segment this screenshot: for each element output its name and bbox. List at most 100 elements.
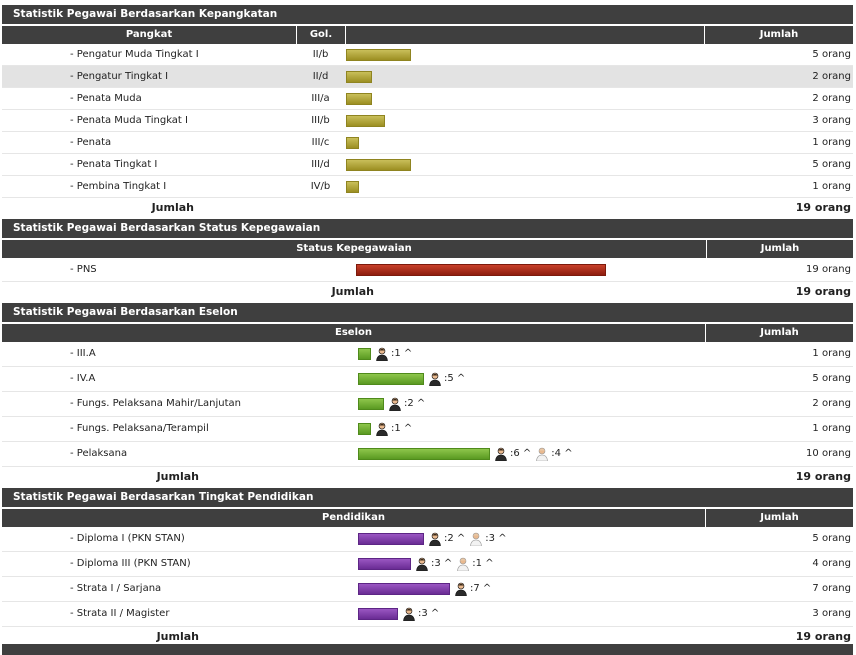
male-count: :1 ^ [391, 423, 413, 434]
row-label: - IV.A [70, 373, 96, 384]
male-count: :3 ^ [418, 608, 440, 619]
male-count: :2 ^ [404, 398, 426, 409]
table-row: - Fungs. Pelaksana Mahir/Lanjutan :2 ^ 2 o… [2, 392, 853, 417]
section-title-kepangkatan: Statistik Pegawai Berdasarkan Kepangkata… [2, 5, 853, 24]
table-row: - Strata I / Sarjana :7 ^ 7 orang [2, 577, 853, 602]
male-person-icon [402, 607, 416, 622]
male-person-icon [494, 447, 508, 462]
section-title-eselon: Statistik Pegawai Berdasarkan Eselon [2, 303, 853, 322]
total-row-status: Jumlah 19 orang [2, 282, 853, 302]
row-jumlah: 4 orang [812, 558, 851, 569]
table-row: - III.A:1 ^ 1 orang [2, 342, 853, 367]
col-header-jumlah: Jumlah [706, 240, 853, 258]
count-bar [356, 263, 606, 276]
bar-cell: :1 ^ [358, 417, 706, 441]
row-jumlah: 1 orang [812, 180, 851, 192]
female-person-icon [456, 557, 470, 572]
row-label: - Penata Tingkat I [70, 158, 158, 170]
section-title-pendidikan: Statistik Pegawai Berdasarkan Tingkat Pe… [2, 488, 853, 507]
row-label: - Penata Muda Tingkat I [70, 114, 188, 126]
total-label: Jumlah [156, 630, 199, 643]
count-bar [358, 448, 490, 460]
row-jumlah: 1 orang [812, 136, 851, 148]
count-bar [358, 398, 384, 410]
male-count: :7 ^ [470, 583, 492, 594]
table-header-kepangkatan: Pangkat Gol. Jumlah [2, 26, 853, 44]
total-row-eselon: Jumlah 19 orang [2, 467, 853, 487]
col-header-jumlah: Jumlah [704, 26, 853, 44]
table-row: - Pelaksana:6 ^:4 ^ 10 orang [2, 442, 853, 467]
table-header-eselon: Eselon Jumlah [2, 324, 853, 342]
row-gol: III/a [311, 92, 330, 104]
row-label: - Fungs. Pelaksana/Terampil [70, 423, 209, 434]
row-jumlah: 1 orang [812, 348, 851, 359]
bar-cell: :3 ^ [358, 602, 706, 626]
col-header-pangkat: Pangkat [125, 29, 173, 40]
row-jumlah: 7 orang [812, 583, 851, 594]
bar-cell: :5 ^ [358, 367, 706, 391]
male-count: :5 ^ [444, 373, 466, 384]
table-header-status: Status Kepegawaian Jumlah [2, 240, 853, 258]
total-value: 19 orang [795, 470, 851, 483]
bar-cell [345, 176, 704, 197]
row-label: - Pembina Tingkat I [70, 180, 167, 192]
table-row: - Pengatur Tingkat I II/d 2 orang [2, 66, 853, 88]
total-value: 19 orang [795, 201, 851, 214]
bar-cell: :3 ^:1 ^ [358, 552, 706, 576]
row-label: - Diploma III (PKN STAN) [70, 558, 191, 569]
count-bar [358, 348, 371, 360]
total-label: Jumlah [151, 201, 194, 214]
row-label: - PNS [70, 263, 97, 275]
row-jumlah: 2 orang [812, 398, 851, 409]
count-bar [358, 423, 371, 435]
count-bar [358, 608, 398, 620]
bar-cell [345, 110, 704, 131]
male-person-icon [428, 372, 442, 387]
total-row-kepangkatan: Jumlah 19 orang [2, 198, 853, 218]
col-header-jumlah: Jumlah [705, 509, 853, 527]
col-header-status: Status Kepegawaian [296, 243, 412, 254]
count-bar [358, 533, 424, 545]
male-count: :1 ^ [391, 348, 413, 359]
row-jumlah: 3 orang [812, 114, 851, 126]
count-bar [346, 70, 372, 83]
bar-cell: :1 ^ [358, 342, 706, 366]
table-header-pendidikan: Pendidikan Jumlah [2, 509, 853, 527]
total-row-pendidikan: Jumlah 19 orang [2, 627, 853, 647]
table-row: - Diploma I (PKN STAN):2 ^:3 ^ 5 orang [2, 527, 853, 552]
table-row: - Strata II / Magister:3 ^ 3 orang [2, 602, 853, 627]
table-row: - Penata III/c 1 orang [2, 132, 853, 154]
row-jumlah: 5 orang [812, 373, 851, 384]
row-jumlah: 19 orang [806, 263, 851, 275]
total-label: Jumlah [331, 285, 374, 298]
count-bar [358, 583, 450, 595]
bar-cell: :6 ^:4 ^ [358, 442, 706, 466]
row-label: - Strata II / Magister [70, 608, 170, 619]
col-header-jumlah: Jumlah [705, 324, 853, 342]
table-row: - Pembina Tingkat I IV/b 1 orang [2, 176, 853, 198]
total-label: Jumlah [156, 470, 199, 483]
male-person-icon [415, 557, 429, 572]
bar-cell: :2 ^:3 ^ [358, 527, 706, 551]
row-gol: II/b [312, 48, 329, 60]
row-gol: IV/b [310, 180, 331, 192]
row-jumlah: 5 orang [812, 533, 851, 544]
row-label: - Pelaksana [70, 448, 128, 459]
table-row: - PNS 19 orang [2, 258, 853, 282]
row-jumlah: 1 orang [812, 423, 851, 434]
count-bar [346, 114, 385, 127]
bar-cell: :2 ^ [358, 392, 706, 416]
row-label: - Strata I / Sarjana [70, 583, 162, 594]
female-count: :1 ^ [472, 558, 494, 569]
table-row: - Fungs. Pelaksana/Terampil :1 ^ 1 orang [2, 417, 853, 442]
female-count: :3 ^ [485, 533, 507, 544]
col-header-gol: Gol. [296, 26, 345, 44]
row-label: - Fungs. Pelaksana Mahir/Lanjutan [70, 398, 241, 409]
table-row: - Penata Tingkat I III/d 5 orang [2, 154, 853, 176]
bar-cell [345, 44, 704, 65]
total-value: 19 orang [795, 630, 851, 643]
count-bar [346, 180, 359, 193]
count-bar [346, 92, 372, 105]
row-gol: III/c [311, 136, 330, 148]
section-title-status: Statistik Pegawai Berdasarkan Status Kep… [2, 219, 853, 238]
